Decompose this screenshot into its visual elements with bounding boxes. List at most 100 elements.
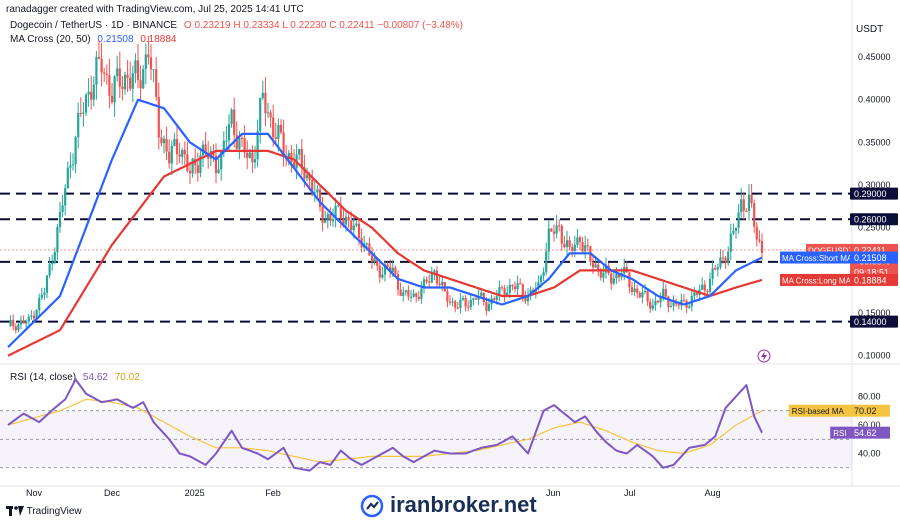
candle-body (129, 77, 132, 89)
candle-body (724, 257, 727, 264)
candle-body (344, 216, 348, 225)
candle-body (563, 243, 566, 248)
candle-body (324, 219, 327, 223)
ma-legend: MA Cross (20, 50) 0.21508 0.18884 (10, 34, 176, 45)
candle-body (378, 265, 381, 278)
level-tag-bg (850, 315, 898, 328)
candle-body (79, 112, 82, 114)
watermark-text: iranbroker.net (390, 492, 537, 517)
rsi-tag-value-bg (850, 404, 890, 417)
time-tick-label: Jul (624, 488, 636, 498)
lightning-icon (757, 349, 771, 363)
candle-body (256, 131, 259, 160)
candle-body (394, 267, 397, 275)
candle-body (376, 258, 379, 266)
candle-body (383, 264, 387, 275)
candle-body (217, 169, 220, 174)
candle-body (261, 92, 264, 99)
candle-body (651, 305, 654, 309)
candle-body (399, 289, 402, 296)
candle-body (282, 132, 285, 157)
lightning-circle (757, 349, 771, 363)
candle-body (331, 219, 335, 221)
candle-body (264, 92, 267, 114)
candle-body (90, 91, 93, 100)
candle-body (69, 165, 72, 168)
rsi-line (7, 378, 763, 472)
footer-brand[interactable]: TradingView (6, 506, 82, 517)
candle-body (737, 212, 740, 228)
candle-body (552, 231, 556, 234)
candle-body (269, 112, 272, 118)
candle-body (123, 74, 127, 90)
level-tag: 0.26000 (850, 213, 898, 226)
candle-body (695, 292, 699, 295)
ma-short-value: 0.21508 (97, 34, 134, 45)
level-tag-label: 0.29000 (854, 189, 887, 199)
candle-body (162, 138, 166, 144)
ma-indicator-label[interactable]: MA Cross (20, 50) (10, 34, 91, 45)
candle-body (524, 296, 527, 302)
candle-body (225, 140, 228, 142)
candle-body (503, 288, 506, 297)
candle-body (175, 138, 179, 155)
rsi-indicator-label[interactable]: RSI (14, close) (10, 372, 77, 383)
candle-body (316, 189, 319, 193)
candle-body (435, 270, 439, 284)
candle-body (259, 98, 262, 132)
candle-body (337, 205, 340, 207)
symbol-name[interactable]: Dogecoin / TetherUS · 1D · BINANCE (10, 20, 178, 31)
price-tick-label: 0.15000 (858, 308, 891, 318)
candle-body (27, 316, 30, 322)
price-tick-label: 0.25000 (858, 223, 891, 233)
candle-body (25, 321, 28, 324)
candle-body (230, 109, 233, 125)
candle-body (745, 210, 748, 212)
level-tag-label: 0.26000 (854, 215, 887, 225)
candle-body (188, 170, 192, 174)
candle-body (334, 205, 337, 220)
candle-body (516, 283, 519, 290)
rsi-tag-name: RSI-based MA (792, 407, 845, 416)
candle-body (542, 271, 545, 277)
candle-body (92, 84, 95, 100)
candle-body (238, 137, 241, 149)
candle-body (199, 155, 202, 173)
currency-label[interactable]: USDT (856, 24, 884, 35)
candle-body (30, 315, 33, 317)
candle-body (464, 297, 467, 307)
broker-logo-icon (360, 494, 384, 518)
candle-body (617, 273, 621, 278)
candle-body (126, 74, 129, 78)
candle-body (22, 320, 25, 324)
candle-body (526, 295, 530, 302)
watermark: iranbroker.net (360, 492, 537, 518)
candle-body (144, 54, 147, 70)
candle-body (555, 225, 558, 234)
candle-body (669, 305, 673, 308)
candle-body (480, 292, 483, 296)
candle-body (292, 162, 296, 169)
price-tag-countdown: 09:18:51 (854, 267, 889, 277)
ma-tag-value-bg (850, 273, 898, 286)
candle-body (246, 152, 249, 158)
candle-body (389, 266, 392, 272)
candle-body (149, 57, 153, 70)
candle-body (56, 226, 59, 253)
price-tick-label: 0.45000 (858, 52, 891, 62)
level-tag: 0.29000 (850, 187, 898, 200)
candle-body (654, 300, 657, 306)
candle-body (760, 240, 764, 253)
candle-body (662, 288, 665, 298)
candle-body (17, 324, 20, 331)
time-tick-label: Jun (546, 488, 561, 498)
candle-body (71, 164, 75, 166)
candle-body (248, 152, 251, 158)
candle-body (428, 281, 431, 283)
candle-body (711, 268, 714, 280)
candle-body (448, 301, 452, 303)
ma-tag-value: 0.21508 (854, 253, 887, 263)
candle-body (417, 296, 420, 299)
candle-body (539, 276, 543, 283)
